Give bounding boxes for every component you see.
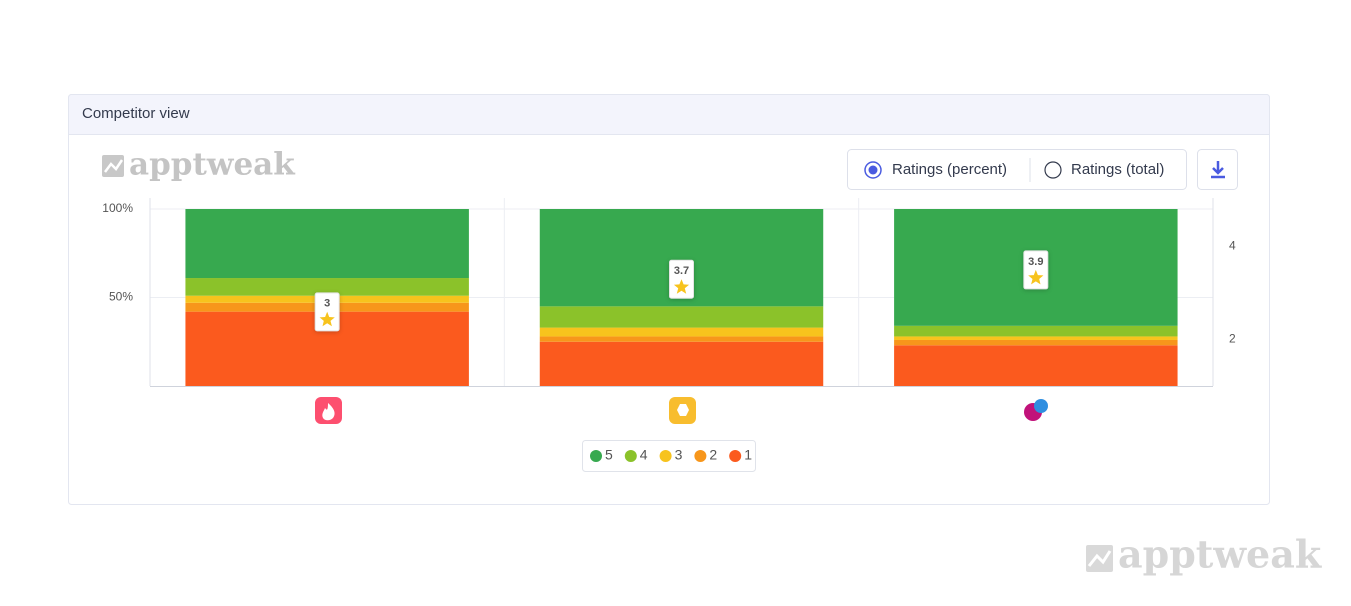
rating-star — [673, 279, 690, 294]
legend-label: 3 — [675, 447, 683, 463]
app-icons — [315, 397, 1048, 424]
y-tick-label: 100% — [102, 201, 133, 215]
download-icon — [1211, 161, 1225, 179]
bar-segment — [894, 336, 1178, 340]
app-icon-glyph — [322, 403, 335, 421]
watermark-text: apptweak — [1118, 532, 1322, 577]
rating-star — [319, 311, 335, 327]
legend-swatch — [659, 450, 672, 462]
bar-segment — [185, 209, 469, 279]
bar-segment — [894, 339, 1178, 346]
legend-swatch — [624, 450, 637, 462]
watermark: apptweak — [1086, 532, 1322, 577]
bar-segment — [894, 325, 1178, 337]
radio-dot — [868, 165, 878, 175]
rating-label: 3.9 — [1028, 256, 1043, 268]
radio-label[interactable]: Ratings (percent) — [892, 161, 1007, 178]
legend-swatch — [694, 450, 707, 462]
legend-swatch — [590, 450, 602, 462]
bar-segment — [539, 327, 824, 337]
logo-icon-line — [104, 159, 124, 173]
card-header — [68, 94, 1270, 135]
card-title: Competitor view — [82, 105, 190, 122]
radio[interactable] — [1044, 161, 1062, 179]
legend-label: 1 — [744, 447, 752, 463]
watermark-icon-line — [1087, 550, 1112, 567]
app-icon-glyph — [677, 404, 689, 416]
rating-star — [1028, 269, 1044, 285]
rating-marker — [314, 292, 340, 332]
radio-group — [847, 149, 1187, 190]
legend-label: 5 — [605, 447, 613, 463]
legend-swatch — [729, 450, 742, 462]
y2-tick-label: 4 — [1229, 238, 1236, 252]
y-tick-label: 50% — [109, 290, 133, 304]
logo-text: apptweak — [129, 147, 296, 183]
bar-segment — [894, 345, 1178, 386]
app-icon-glyph — [1034, 399, 1048, 413]
radio-label[interactable]: Ratings (total) — [1071, 161, 1164, 178]
legend-label: 2 — [709, 447, 717, 463]
bar-segment — [539, 306, 824, 328]
y2-tick-label: 2 — [1229, 332, 1236, 346]
rating-label: 3.7 — [674, 265, 689, 277]
bar-segment — [539, 341, 824, 386]
rating-label: 3 — [324, 298, 330, 310]
rating-marker — [1023, 250, 1049, 290]
bar-segment — [539, 336, 824, 342]
bar-segment — [185, 278, 469, 296]
logo: apptweak — [102, 147, 296, 183]
legend-label: 4 — [640, 447, 648, 463]
